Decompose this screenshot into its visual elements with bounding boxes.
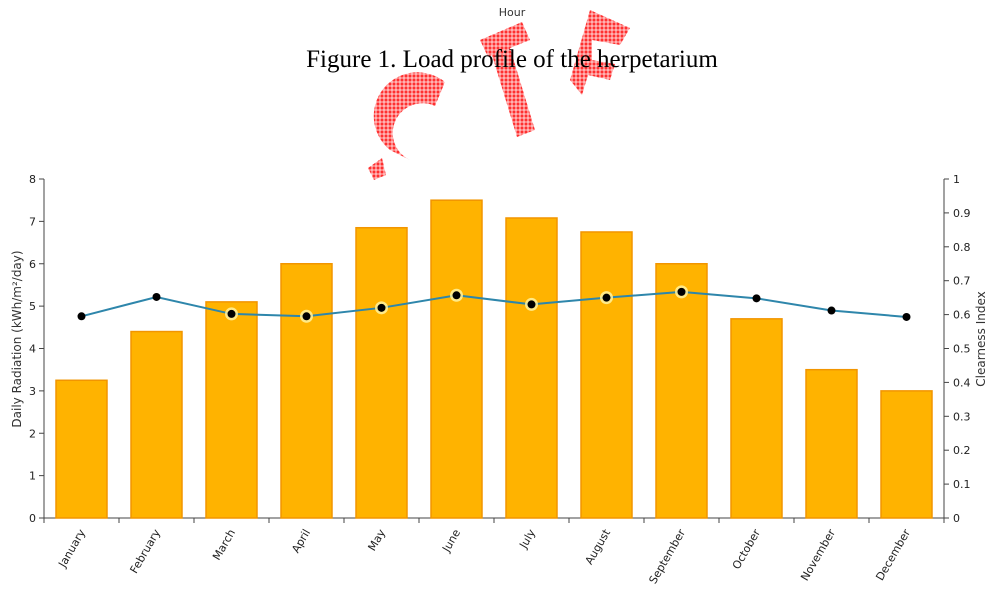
x-tick-label: March xyxy=(210,527,238,563)
right-tick-label: 0.8 xyxy=(953,241,971,254)
x-tick-label: June xyxy=(439,527,463,555)
point-december xyxy=(902,312,911,321)
right-tick-label: 0.7 xyxy=(953,275,971,288)
point-january xyxy=(77,312,86,321)
bar-series xyxy=(55,199,933,519)
left-y-axis: 0 1 2 3 4 5 6 7 8 xyxy=(29,173,45,525)
x-tick-label: May xyxy=(365,527,388,554)
left-tick-label: 0 xyxy=(29,512,36,525)
bar-december xyxy=(880,390,933,519)
left-tick-label: 5 xyxy=(29,300,36,313)
left-tick-label: 3 xyxy=(29,385,36,398)
right-tick-label: 0 xyxy=(953,512,960,525)
point-november xyxy=(827,306,836,315)
left-axis-label: Daily Radiation (kWh/m²/day) xyxy=(10,250,24,427)
x-tick-label: December xyxy=(873,527,913,583)
bar-september xyxy=(655,263,708,519)
x-tick-label: October xyxy=(730,527,764,572)
x-tick-label: February xyxy=(127,527,163,576)
point-september xyxy=(677,287,686,296)
x-axis: January February March April May June July Augu… xyxy=(43,517,945,587)
top-axis-label: Hour xyxy=(498,6,526,19)
bar-october xyxy=(730,318,783,519)
left-tick-label: 8 xyxy=(29,173,36,186)
left-tick-label: 6 xyxy=(29,258,36,271)
figure-caption: Figure 1. Load profile of the herpetariu… xyxy=(306,46,718,73)
x-tick-label: August xyxy=(583,526,614,566)
left-tick-label: 2 xyxy=(29,427,36,440)
right-tick-label: 0.5 xyxy=(953,343,971,356)
clearness-line xyxy=(81,290,907,318)
right-tick-label: 0.3 xyxy=(953,410,971,423)
x-tick-label: September xyxy=(646,527,688,587)
point-july xyxy=(527,300,536,309)
bar-january xyxy=(55,379,108,519)
x-tick-label: April xyxy=(289,527,313,555)
point-april xyxy=(302,312,311,321)
bar-november xyxy=(805,368,858,519)
right-tick-label: 0.2 xyxy=(953,444,971,457)
left-tick-label: 1 xyxy=(29,470,36,483)
point-october xyxy=(752,294,761,303)
right-axis-label: Clearness Index xyxy=(974,291,988,387)
point-march xyxy=(227,309,236,318)
x-tick-label: November xyxy=(798,527,838,583)
right-y-axis: 0 0.1 0.2 0.3 0.4 0.5 0.6 0.7 0.8 0.9 1 xyxy=(943,173,971,525)
bar-february xyxy=(130,330,183,519)
line-series xyxy=(77,285,911,323)
bar-july xyxy=(505,217,558,519)
bar-march xyxy=(205,301,258,519)
right-tick-label: 0.9 xyxy=(953,207,971,220)
left-tick-label: 4 xyxy=(29,343,36,356)
point-august xyxy=(602,293,611,302)
right-tick-label: 1 xyxy=(953,173,960,186)
right-tick-label: 0.4 xyxy=(953,376,971,389)
bar-august xyxy=(580,231,633,519)
x-tick-label: July xyxy=(516,527,538,552)
bar-april xyxy=(280,263,333,519)
right-tick-label: 0.1 xyxy=(953,478,971,491)
right-tick-label: 0.6 xyxy=(953,309,971,322)
point-june xyxy=(452,291,461,300)
bar-june xyxy=(430,199,483,519)
point-february xyxy=(152,292,161,301)
point-may xyxy=(377,303,386,312)
x-tick-label: January xyxy=(55,527,88,571)
bar-may xyxy=(355,226,408,519)
left-tick-label: 7 xyxy=(29,215,36,228)
